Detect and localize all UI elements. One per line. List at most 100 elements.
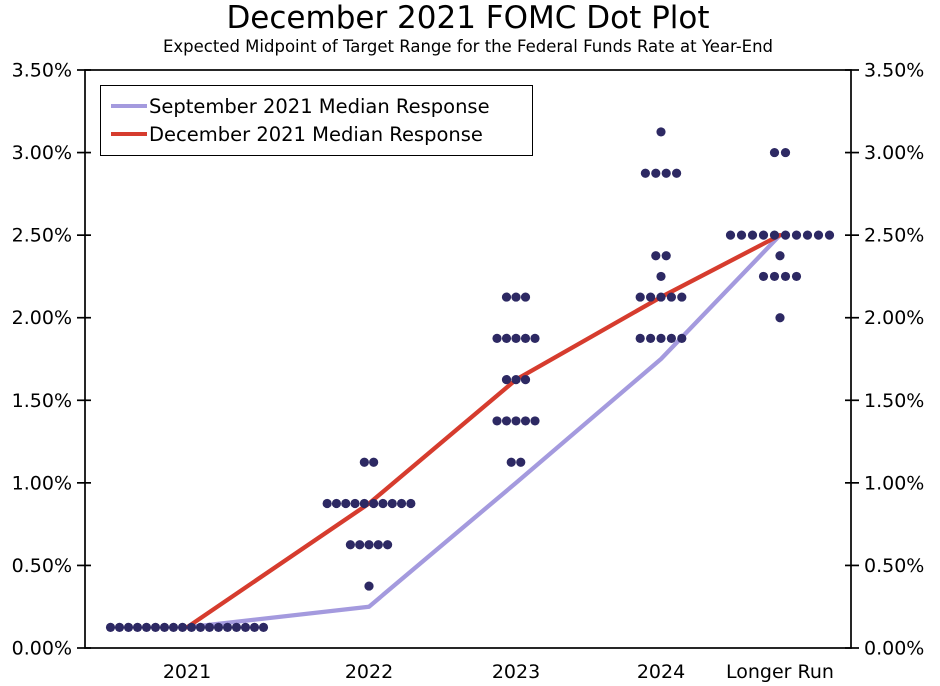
projection-dot <box>132 622 143 632</box>
september-median-line <box>184 232 783 630</box>
projection-dot <box>791 271 802 282</box>
projection-dot <box>666 333 677 343</box>
projection-dot <box>656 333 666 343</box>
projection-dot <box>168 622 179 632</box>
projection-dot <box>824 230 835 240</box>
projection-dot <box>791 230 802 240</box>
projection-dot <box>736 230 747 240</box>
projection-dot <box>520 333 531 343</box>
projection-dot <box>387 498 397 509</box>
y-axis-label-right: 0.50% <box>864 555 924 577</box>
projection-dot <box>813 230 824 240</box>
chart-legend: September 2021 Median Response December … <box>100 85 533 156</box>
projection-dot <box>177 622 188 632</box>
projection-dot <box>769 271 780 282</box>
projection-dot <box>640 168 651 178</box>
x-axis-label-2023: 2023 <box>492 661 540 683</box>
projection-dot <box>635 292 645 302</box>
projection-dot <box>758 230 769 240</box>
projection-dot <box>501 292 512 302</box>
projection-dot <box>677 292 687 302</box>
projection-dot <box>769 147 780 158</box>
projection-dot <box>501 375 512 385</box>
projection-dot <box>396 498 407 509</box>
plot-frame <box>84 69 852 649</box>
projection-dot <box>364 540 374 550</box>
projection-dot <box>369 498 379 509</box>
projection-dot <box>258 622 269 632</box>
projection-dot <box>213 622 224 632</box>
projection-dot <box>141 622 152 632</box>
projection-dot <box>341 498 351 509</box>
projection-dot <box>373 540 383 550</box>
projection-dot <box>249 622 260 632</box>
projection-dot <box>359 498 369 509</box>
projection-dot <box>651 168 661 178</box>
projection-dot <box>747 230 758 240</box>
y-axis-label-left: 3.50% <box>12 60 72 82</box>
projection-dot <box>651 251 661 261</box>
projection-dot <box>677 333 687 343</box>
projection-dot <box>492 333 502 343</box>
projection-dot <box>780 230 791 240</box>
y-axis-label-right: 1.50% <box>864 390 924 412</box>
projection-dot <box>511 292 521 302</box>
projection-dot <box>656 127 666 137</box>
legend-label-september: September 2021 Median Response <box>149 94 490 118</box>
y-axis-label-left: 3.00% <box>12 142 72 164</box>
x-axis-label-2021: 2021 <box>163 661 211 683</box>
projection-dot <box>661 251 671 261</box>
projection-dot <box>186 622 197 632</box>
projection-dot <box>240 622 251 632</box>
projection-dot <box>355 540 365 550</box>
legend-item-december: December 2021 Median Response <box>111 120 524 148</box>
projection-dot <box>222 622 233 632</box>
projection-dot <box>369 457 379 467</box>
y-axis-label-left: 2.00% <box>12 307 72 329</box>
projection-dot <box>775 313 785 323</box>
projection-dot <box>666 292 677 302</box>
chart-title: December 2021 FOMC Dot Plot <box>226 0 710 36</box>
y-axis-label-right: 0.00% <box>864 638 924 660</box>
y-axis-label-left: 0.50% <box>12 555 72 577</box>
projection-dot <box>646 292 656 302</box>
projection-dot <box>114 622 125 632</box>
chart-subtitle: Expected Midpoint of Target Range for th… <box>162 37 774 56</box>
x-axis-label-2022: 2022 <box>345 661 393 683</box>
projection-dot <box>364 581 374 591</box>
projection-dot <box>511 333 521 343</box>
projection-dot <box>758 271 769 282</box>
projection-dot <box>656 292 666 302</box>
projection-dot <box>802 230 813 240</box>
september-line-swatch <box>111 103 147 109</box>
projection-dot <box>661 168 671 178</box>
legend-item-september: September 2021 Median Response <box>111 92 524 120</box>
projection-dot <box>359 457 369 467</box>
projection-dot <box>646 333 656 343</box>
projection-dot <box>383 540 393 550</box>
december-line-swatch <box>111 131 147 137</box>
projection-dot <box>150 622 161 632</box>
y-axis-label-right: 3.00% <box>864 142 924 164</box>
projection-dot <box>105 622 116 632</box>
projection-dot <box>775 251 785 261</box>
y-axis-label-left: 2.50% <box>12 225 72 247</box>
projection-dot <box>501 416 512 426</box>
projection-dot <box>345 540 355 550</box>
projection-dot <box>520 292 531 302</box>
projection-dot <box>204 622 215 632</box>
projection-dot <box>530 333 540 343</box>
y-axis-label-left: 1.00% <box>12 472 72 494</box>
projection-dot <box>672 168 682 178</box>
projection-dot <box>492 416 502 426</box>
projection-dot <box>501 333 512 343</box>
y-axis-label-right: 3.50% <box>864 60 924 82</box>
projection-dot <box>511 416 521 426</box>
projection-dot <box>769 230 780 240</box>
projection-dot <box>635 333 645 343</box>
projection-dot <box>656 271 666 282</box>
x-axis-label-2024: 2024 <box>637 661 685 683</box>
projection-dot <box>123 622 134 632</box>
